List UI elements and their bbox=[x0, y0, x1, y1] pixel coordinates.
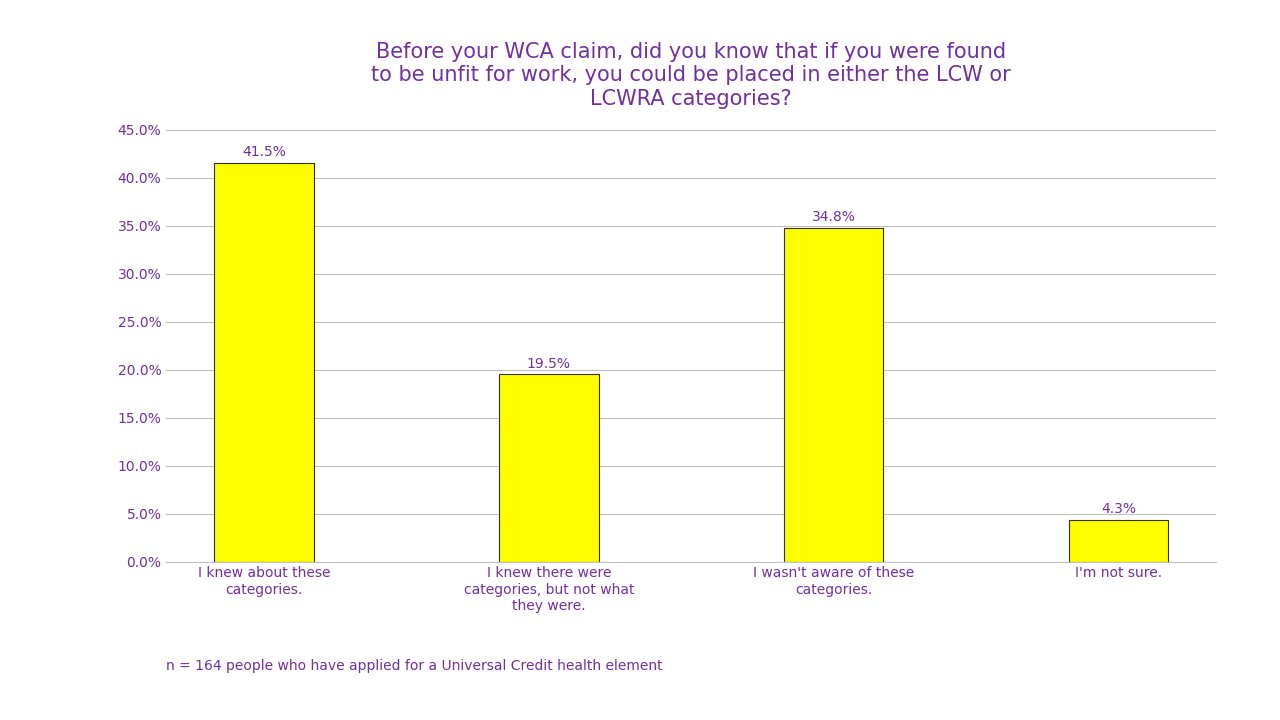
Text: 4.3%: 4.3% bbox=[1101, 503, 1135, 516]
Text: 41.5%: 41.5% bbox=[242, 145, 285, 159]
Title: Before your WCA claim, did you know that if you were found
to be unfit for work,: Before your WCA claim, did you know that… bbox=[371, 42, 1011, 109]
Bar bbox=[1069, 521, 1169, 562]
Bar bbox=[499, 374, 599, 562]
Bar bbox=[214, 163, 314, 562]
Bar bbox=[783, 228, 883, 562]
Text: 34.8%: 34.8% bbox=[812, 210, 855, 224]
Text: 19.5%: 19.5% bbox=[527, 356, 571, 371]
Text: n = 164 people who have applied for a Universal Credit health element: n = 164 people who have applied for a Un… bbox=[166, 659, 663, 672]
